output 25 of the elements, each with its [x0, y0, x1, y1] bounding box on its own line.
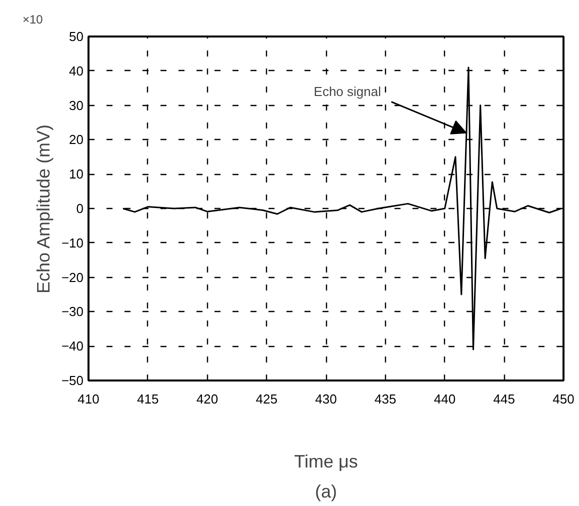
y-tick-label: −20	[61, 270, 84, 285]
x-tick-label: 435	[374, 392, 396, 406]
x-tick-label: 410	[78, 392, 100, 406]
x-tick-label: 440	[434, 392, 456, 406]
text: ×10	[22, 12, 44, 26]
y-tick-label: 30	[69, 98, 84, 113]
y-tick-label: 10	[69, 166, 84, 182]
x-tick-label: 425	[256, 392, 278, 406]
x-tick-label: 420	[196, 392, 218, 406]
y-tick-label: −50	[61, 373, 84, 388]
y-tick-label: 20	[69, 132, 84, 148]
y-tick-label: 0	[76, 201, 84, 216]
x-tick-label: 450	[552, 392, 574, 406]
text: (a)	[315, 482, 337, 502]
x-tick-label: 430	[315, 392, 337, 406]
y-tick-label: 40	[69, 63, 84, 78]
x-tick-label: 445	[493, 392, 515, 406]
y-tick-label: 50	[69, 29, 84, 44]
annotation: Echo signal	[314, 84, 382, 100]
x-tick-label: 415	[137, 392, 159, 406]
y-tick-label: −40	[61, 338, 84, 354]
y-axis-title: Echo Amplitude (mV)	[33, 124, 54, 294]
y-tick-label: −30	[61, 304, 84, 320]
x-axis-title: Time μs	[294, 452, 358, 472]
y-tick-label: −10	[61, 235, 84, 250]
